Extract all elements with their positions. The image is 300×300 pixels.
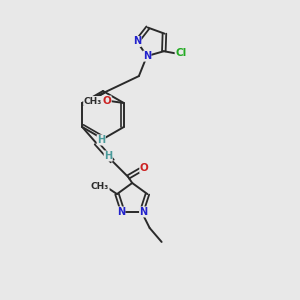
Text: H: H bbox=[97, 135, 105, 145]
Text: Cl: Cl bbox=[175, 48, 186, 58]
Text: CH₃: CH₃ bbox=[91, 182, 109, 190]
Text: N: N bbox=[117, 207, 125, 217]
Text: N: N bbox=[140, 207, 148, 217]
Text: N: N bbox=[133, 37, 141, 46]
Text: N: N bbox=[143, 51, 151, 61]
Text: O: O bbox=[102, 96, 111, 106]
Text: H: H bbox=[104, 151, 112, 161]
Text: CH₃: CH₃ bbox=[84, 97, 102, 106]
Text: O: O bbox=[140, 163, 148, 173]
